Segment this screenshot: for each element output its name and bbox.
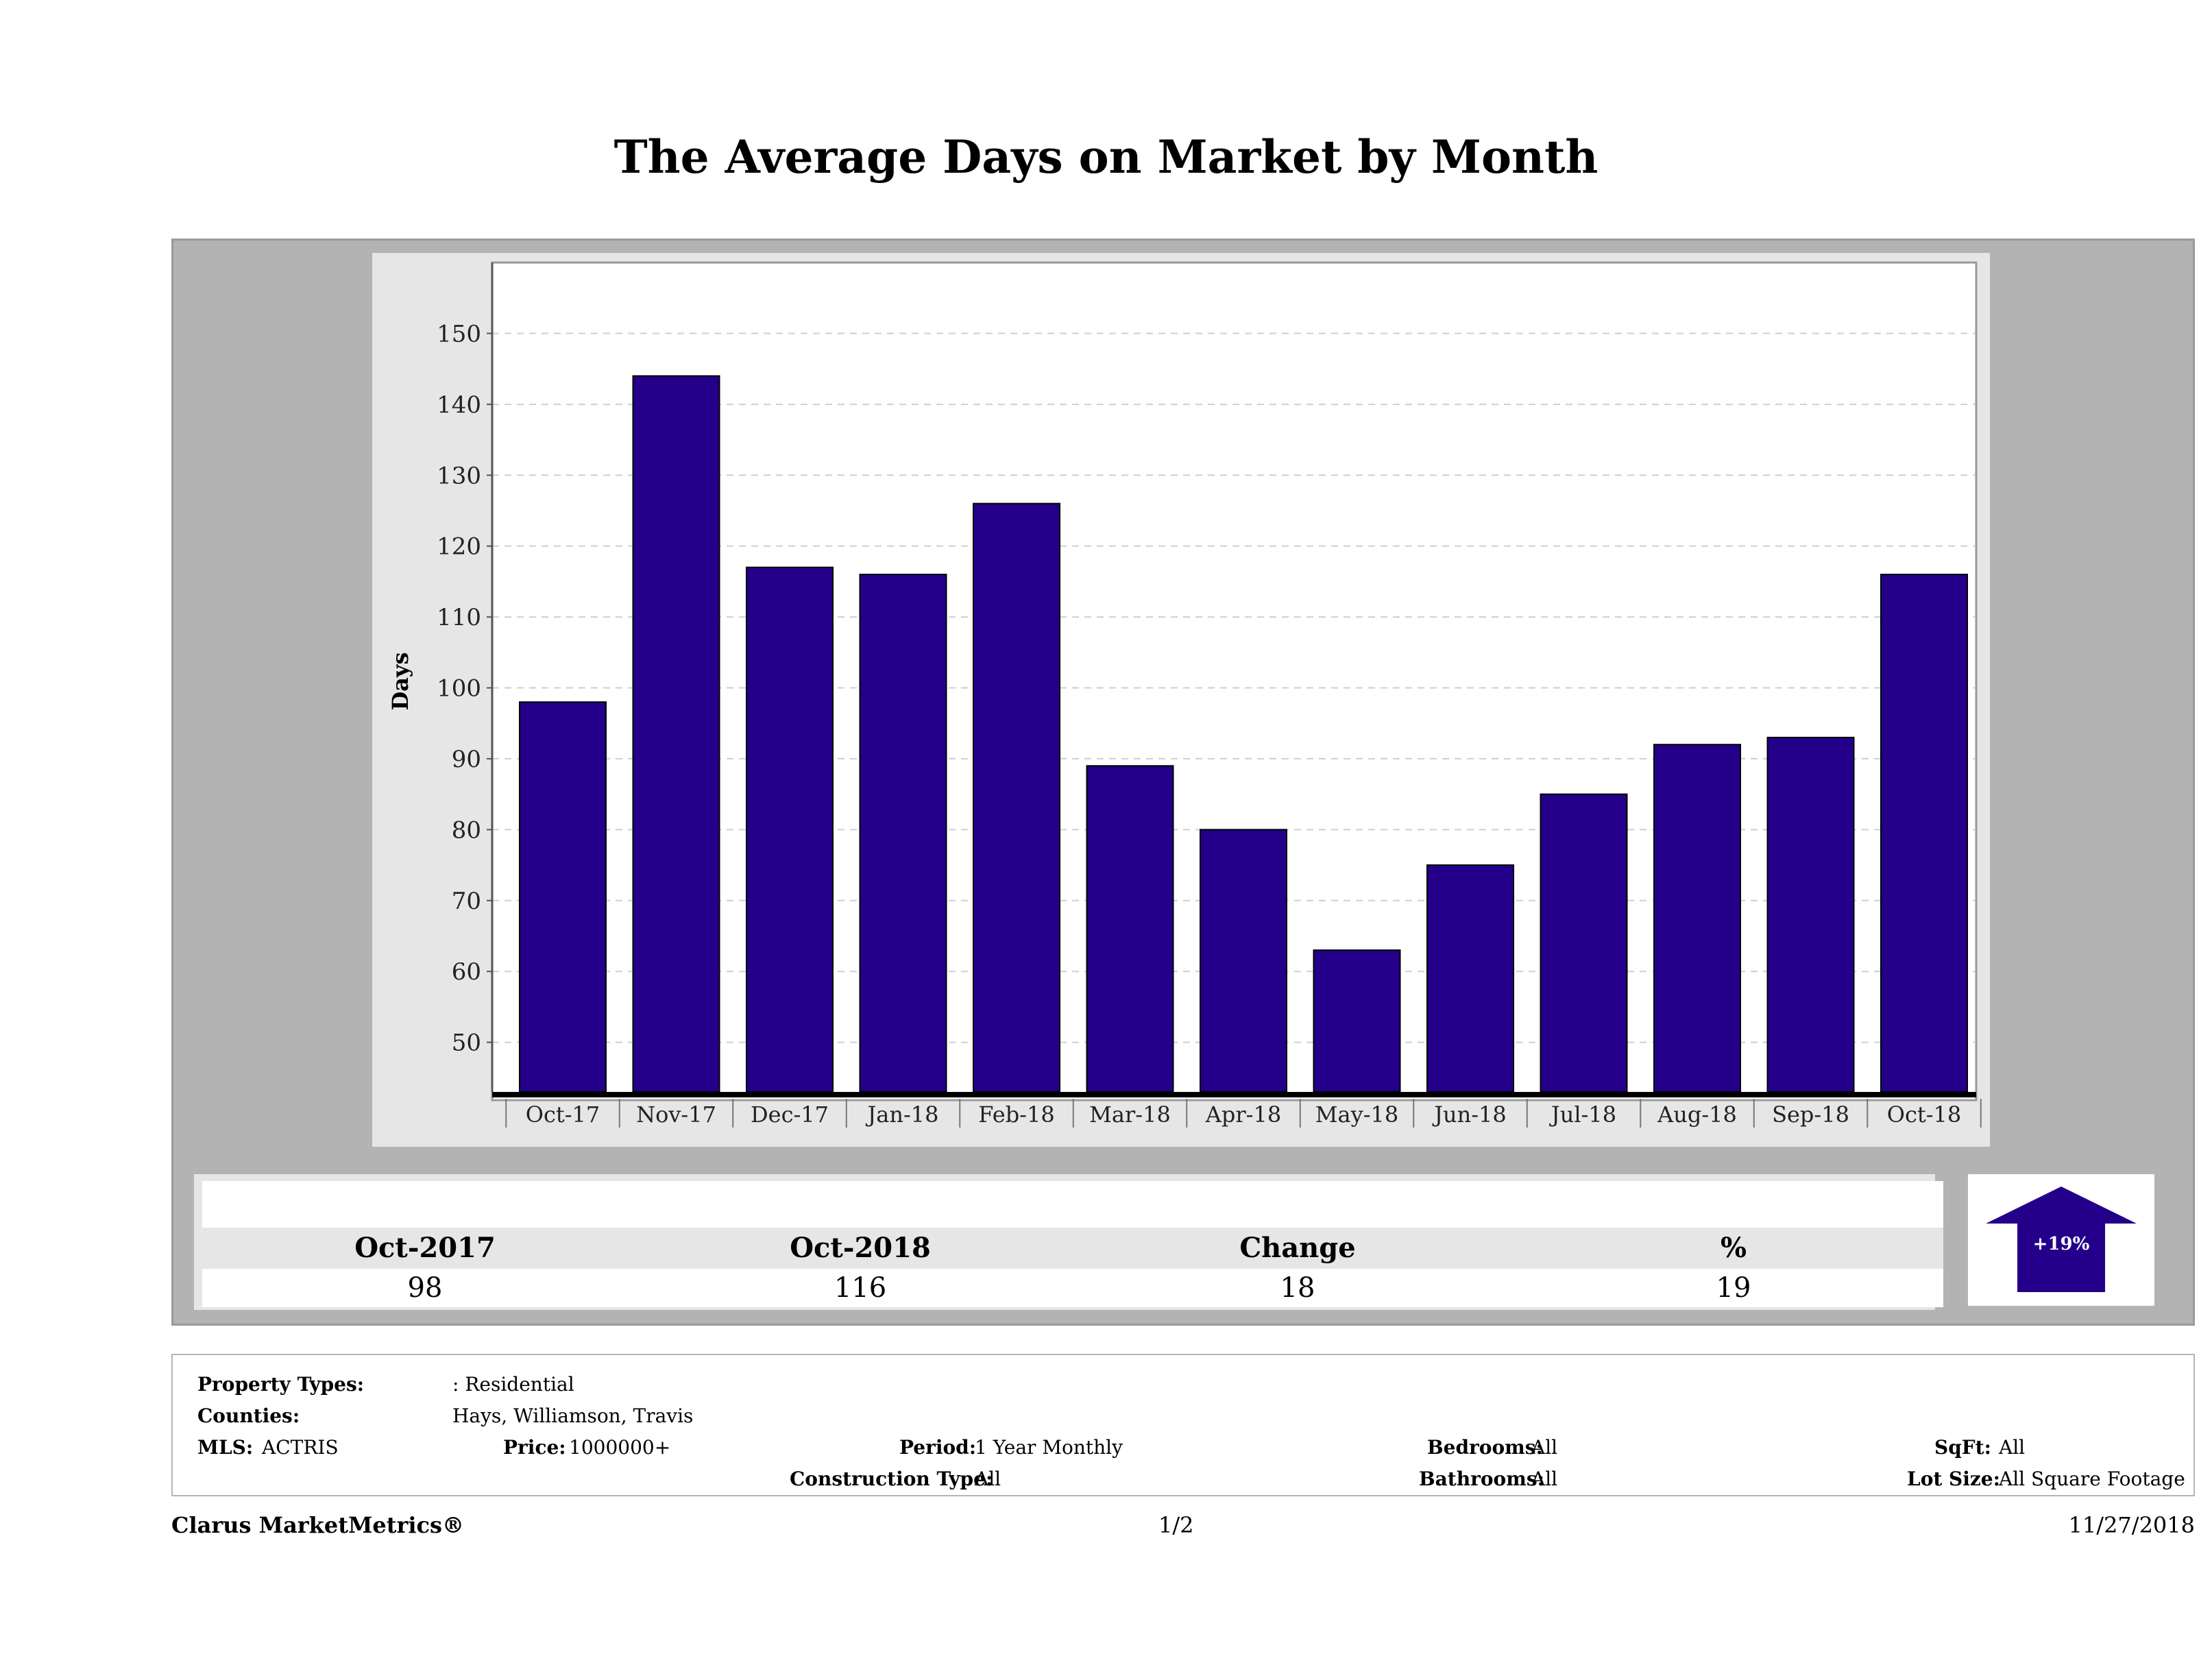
bar-aug-18: [1653, 744, 1741, 1093]
change-indicator: +19%: [1968, 1174, 2154, 1306]
y-axis-label: Days: [387, 652, 413, 710]
summary-header-row: Oct-2017 Oct-2018 Change %: [202, 1228, 1943, 1269]
header-oct-2017: Oct-2017: [354, 1232, 496, 1264]
footer-page-number: 1/2: [1158, 1512, 1194, 1538]
value-oct-2018: 116: [834, 1272, 887, 1304]
x-tick-label: Aug-18: [1657, 1102, 1737, 1128]
x-tick-label: Apr-18: [1205, 1102, 1281, 1128]
summary-table: Oct-2017 Oct-2018 Change % 98 116 18 19: [194, 1174, 1943, 1310]
bar-oct-17: [519, 701, 607, 1093]
value-oct-2017: 98: [407, 1272, 443, 1304]
counties-value: Hays, Williamson, Travis: [452, 1405, 694, 1427]
price-value: 1000000+: [569, 1436, 671, 1459]
y-tick-label: 140: [437, 391, 481, 419]
bar-sep-18: [1766, 736, 1855, 1093]
bar-jan-18: [859, 574, 947, 1093]
price-label: Price:: [503, 1436, 566, 1459]
bar-jul-18: [1540, 793, 1628, 1093]
sqft-label: SqFt:: [1934, 1436, 1991, 1459]
x-tick-label: Sep-18: [1772, 1102, 1849, 1128]
search-criteria: Property Types: : Residential Counties: …: [171, 1354, 2195, 1496]
x-tick-label: Jun-18: [1432, 1102, 1507, 1128]
x-tick-label: Oct-18: [1887, 1102, 1962, 1128]
period-value: 1 Year Monthly: [975, 1436, 1123, 1459]
y-tick-label: 70: [452, 888, 481, 915]
x-tick-label: Mar-18: [1089, 1102, 1171, 1128]
plot-frame: 50 60 70 80 90 100 110 120 130 140 150 Oct-17 Nov-1…: [372, 253, 1990, 1147]
change-badge: +19%: [2033, 1234, 2090, 1254]
bar-may-18: [1313, 949, 1401, 1093]
footer-brand: Clarus MarketMetrics®: [171, 1512, 465, 1538]
summary-blank-row: [202, 1181, 1943, 1228]
bar-feb-18: [973, 502, 1060, 1093]
bedrooms-value: All: [1531, 1436, 1558, 1459]
mls-value: ACTRIS: [262, 1436, 339, 1459]
y-tick-label: 90: [452, 746, 481, 773]
header-percent: %: [1720, 1232, 1747, 1264]
construction-type-value: All: [975, 1468, 1001, 1490]
sqft-value: All: [1999, 1436, 2026, 1459]
y-tick-label: 130: [437, 462, 481, 489]
bar-jun-18: [1426, 864, 1514, 1093]
x-axis: Oct-17 Nov-17 Dec-17 Jan-18 Feb-18 Mar-18 Apr-…: [492, 1092, 1982, 1128]
bar-nov-17: [632, 375, 720, 1093]
bar-dec-17: [746, 566, 834, 1093]
y-tick-label: 110: [437, 604, 481, 631]
y-tick-label: 120: [437, 533, 481, 561]
x-tick-label: Oct-17: [526, 1102, 600, 1128]
property-types-value: : Residential: [452, 1373, 574, 1396]
x-tick-label: Jul-18: [1549, 1102, 1616, 1128]
summary-value-row: 98 116 18 19: [202, 1269, 1943, 1307]
y-tick-label: 60: [452, 958, 481, 986]
bars: [519, 375, 1968, 1093]
y-axis: 50 60 70 80 90 100 110 120 130 140 150: [437, 263, 494, 1092]
x-tick-label: Feb-18: [978, 1102, 1054, 1128]
bedrooms-label: Bedrooms:: [1427, 1436, 1543, 1459]
value-change: 18: [1280, 1272, 1315, 1304]
bar-mar-18: [1086, 765, 1174, 1093]
x-tick-label: Nov-17: [636, 1102, 716, 1128]
property-types-label: Property Types:: [197, 1373, 365, 1396]
y-tick-label: 100: [437, 675, 481, 703]
x-tick-label: May-18: [1315, 1102, 1398, 1128]
value-percent: 19: [1716, 1272, 1751, 1304]
up-arrow-icon: +19%: [1986, 1187, 2137, 1292]
footer-date: 11/27/2018: [2068, 1512, 2195, 1538]
period-label: Period:: [899, 1436, 977, 1459]
bar-apr-18: [1200, 829, 1287, 1093]
construction-type-label: Construction Type:: [790, 1468, 993, 1490]
bathrooms-label: Bathrooms:: [1419, 1468, 1544, 1490]
counties-label: Counties:: [197, 1405, 300, 1427]
lot-size-value: All Square Footage: [1999, 1468, 2185, 1490]
y-tick-label: 150: [437, 320, 481, 348]
x-tick-label: Jan-18: [865, 1102, 938, 1128]
lot-size-label: Lot Size:: [1907, 1468, 2000, 1490]
y-tick-label: 50: [452, 1030, 481, 1057]
header-oct-2018: Oct-2018: [790, 1232, 931, 1264]
page-title: The Average Days on Market by Month: [613, 130, 1599, 184]
bar-chart: 50 60 70 80 90 100 110 120 130 140 150 Oct-17 Nov-1…: [387, 261, 1982, 1128]
mls-label: MLS:: [197, 1436, 254, 1459]
x-tick-label: Dec-17: [751, 1102, 829, 1128]
y-tick-label: 80: [452, 816, 481, 844]
chart-panel: 50 60 70 80 90 100 110 120 130 140 150 Oct-17 Nov-1…: [171, 239, 2195, 1326]
header-change: Change: [1239, 1232, 1356, 1264]
bar-oct-18: [1880, 574, 1968, 1093]
bathrooms-value: All: [1531, 1468, 1558, 1490]
